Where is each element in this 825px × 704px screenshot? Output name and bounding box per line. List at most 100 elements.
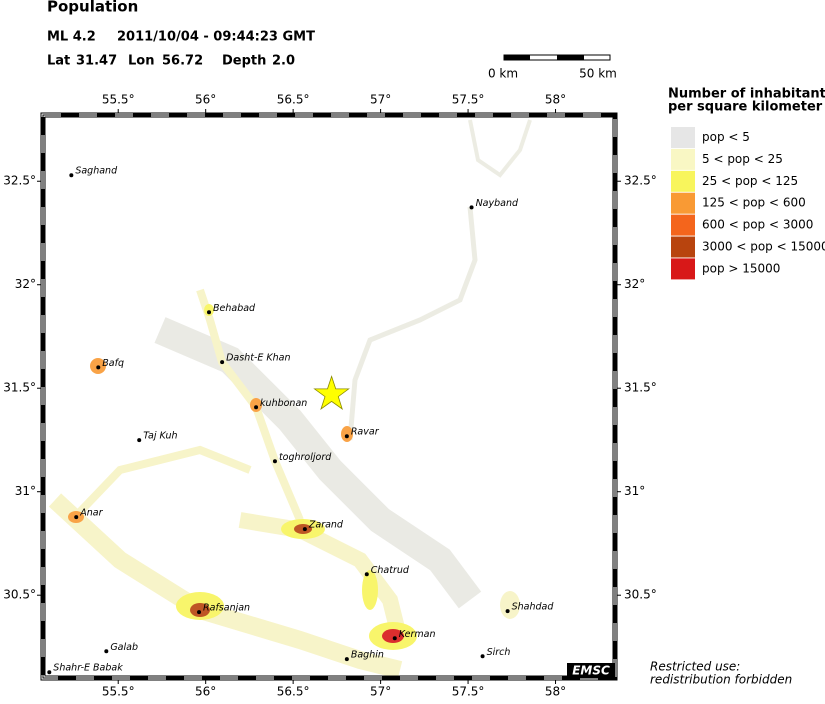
city-label: Rafsanjan bbox=[203, 603, 250, 614]
y-tick-label: 30.5° bbox=[3, 588, 36, 602]
city-marker bbox=[74, 515, 79, 520]
city-marker bbox=[344, 657, 349, 662]
x-tick-label: 56° bbox=[195, 93, 216, 107]
x-tick-label: 57.5° bbox=[452, 93, 485, 107]
depth-value: 2.0 bbox=[272, 54, 295, 69]
x-tick-label: 57° bbox=[370, 685, 391, 699]
datetime: 2011/10/04 - 09:44:23 GMT bbox=[117, 30, 315, 45]
lon-value: 56.72 bbox=[162, 54, 203, 69]
population-overlay bbox=[48, 119, 532, 679]
river-trace bbox=[347, 206, 478, 441]
city-label: Zarand bbox=[308, 520, 344, 531]
city-marker bbox=[480, 654, 485, 659]
city-marker bbox=[197, 610, 202, 615]
city-label: Dasht-E Khan bbox=[226, 353, 290, 364]
y-tick-label: 32.5° bbox=[624, 174, 657, 188]
legend-label: pop < 5 bbox=[702, 130, 750, 144]
scale-end: 50 km bbox=[579, 67, 617, 81]
settlement-band bbox=[154, 317, 482, 609]
legend-swatch bbox=[671, 127, 695, 148]
city-marker bbox=[69, 173, 74, 178]
city-marker bbox=[137, 438, 142, 443]
legend-swatch bbox=[671, 258, 695, 280]
x-tick-label: 56.5° bbox=[277, 685, 310, 699]
logo: EMSC bbox=[572, 664, 610, 678]
urban-core bbox=[382, 629, 404, 643]
y-tick-label: 32° bbox=[15, 277, 36, 291]
legend-label: 125 < pop < 600 bbox=[702, 196, 806, 210]
scale-bar-segment bbox=[557, 55, 584, 60]
urban-area bbox=[362, 570, 378, 610]
legend-swatch bbox=[671, 170, 695, 192]
scale-bar bbox=[503, 54, 611, 61]
scale-start: 0 km bbox=[488, 67, 518, 81]
legend-swatch bbox=[671, 192, 695, 214]
city-label: Shahdad bbox=[512, 602, 555, 613]
lat-value: 31.47 bbox=[76, 54, 117, 69]
legend-label: 5 < pop < 25 bbox=[702, 152, 783, 166]
y-tick-label: 30.5° bbox=[624, 588, 657, 602]
city-label: Bafq bbox=[102, 358, 124, 369]
city-label: kuhbonan bbox=[260, 398, 307, 409]
city-label: Behabad bbox=[213, 303, 256, 314]
city-label: Saghand bbox=[75, 166, 118, 177]
y-tick-label: 31° bbox=[15, 484, 36, 498]
legend-swatch bbox=[671, 148, 695, 170]
epicenter-star bbox=[313, 375, 350, 411]
city-marker bbox=[469, 205, 474, 210]
legend-title: Number of inhabitants bbox=[668, 87, 825, 102]
city-marker bbox=[220, 360, 225, 365]
cities: Saghand Nayband Behabad Dasht-E Khan Bafq kuh… bbox=[47, 166, 555, 675]
city-marker bbox=[47, 670, 52, 675]
city-label: Baghin bbox=[351, 650, 384, 661]
city-label: Sirch bbox=[487, 647, 511, 658]
city-label: Kerman bbox=[399, 629, 436, 640]
y-tick-label: 32° bbox=[624, 277, 645, 291]
scale-bar-segment bbox=[504, 55, 530, 60]
settlement-band bbox=[238, 512, 408, 642]
legend-label: pop > 15000 bbox=[702, 261, 780, 275]
notice: Restricted use: bbox=[650, 660, 740, 674]
logo-box bbox=[567, 663, 615, 678]
city-label: Anar bbox=[79, 508, 103, 519]
legend-label: 600 < pop < 3000 bbox=[702, 218, 813, 232]
y-tick-label: 31.5° bbox=[3, 381, 36, 395]
urban-area bbox=[341, 426, 353, 442]
city-marker bbox=[505, 609, 510, 614]
city-label: Galab bbox=[110, 642, 138, 653]
legend-swatch bbox=[671, 214, 695, 236]
city-marker bbox=[207, 310, 212, 315]
x-tick-label: 55.5° bbox=[102, 93, 135, 107]
city-marker bbox=[254, 405, 259, 410]
legend-title: per square kilometer bbox=[668, 100, 823, 115]
magnitude: ML 4.2 bbox=[47, 30, 96, 45]
city-label: Taj Kuh bbox=[143, 431, 177, 442]
city-label: Shahr-E Babak bbox=[53, 663, 123, 674]
y-tick-label: 32.5° bbox=[3, 174, 36, 188]
city-marker bbox=[302, 527, 307, 532]
city-marker bbox=[392, 636, 397, 641]
city-marker bbox=[104, 649, 109, 654]
city-marker bbox=[344, 434, 349, 439]
x-tick-label: 55.5° bbox=[102, 685, 135, 699]
notice: redistribution forbidden bbox=[650, 673, 792, 687]
y-tick-label: 31.5° bbox=[624, 381, 657, 395]
river-trace bbox=[468, 119, 532, 178]
legend-label: 3000 < pop < 15000 bbox=[702, 240, 825, 254]
x-tick-label: 58° bbox=[545, 93, 566, 107]
lon-label: Lon bbox=[128, 54, 154, 69]
title: Population bbox=[47, 0, 138, 16]
x-tick-label: 58° bbox=[545, 685, 566, 699]
urban-area bbox=[250, 398, 262, 412]
city-marker bbox=[96, 365, 101, 370]
city-marker bbox=[364, 572, 369, 577]
city-label: Chatrud bbox=[371, 565, 410, 576]
settlement-band bbox=[72, 445, 252, 520]
lat-label: Lat bbox=[47, 54, 70, 69]
legend-swatch bbox=[671, 236, 695, 258]
urban-area bbox=[204, 304, 214, 316]
x-tick-label: 57° bbox=[370, 93, 391, 107]
y-tick-label: 31° bbox=[624, 484, 645, 498]
x-tick-label: 57.5° bbox=[452, 685, 485, 699]
map-frame-inner bbox=[42, 114, 616, 679]
